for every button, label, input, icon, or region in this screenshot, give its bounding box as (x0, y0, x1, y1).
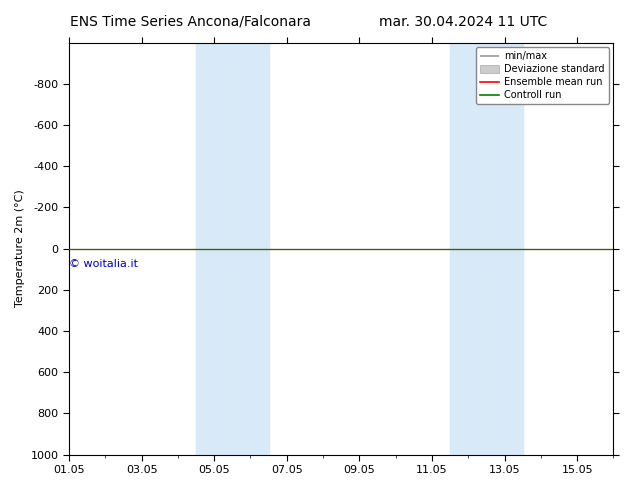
Text: © woitalia.it: © woitalia.it (69, 259, 138, 269)
Bar (450, 43, 522, 455)
Legend: min/max, Deviazione standard, Ensemble mean run, Controll run: min/max, Deviazione standard, Ensemble m… (476, 48, 609, 104)
Text: mar. 30.04.2024 11 UTC: mar. 30.04.2024 11 UTC (378, 15, 547, 29)
Text: ENS Time Series Ancona/Falconara: ENS Time Series Ancona/Falconara (70, 15, 311, 29)
Bar (196, 43, 269, 455)
Y-axis label: Temperature 2m (°C): Temperature 2m (°C) (15, 190, 25, 307)
